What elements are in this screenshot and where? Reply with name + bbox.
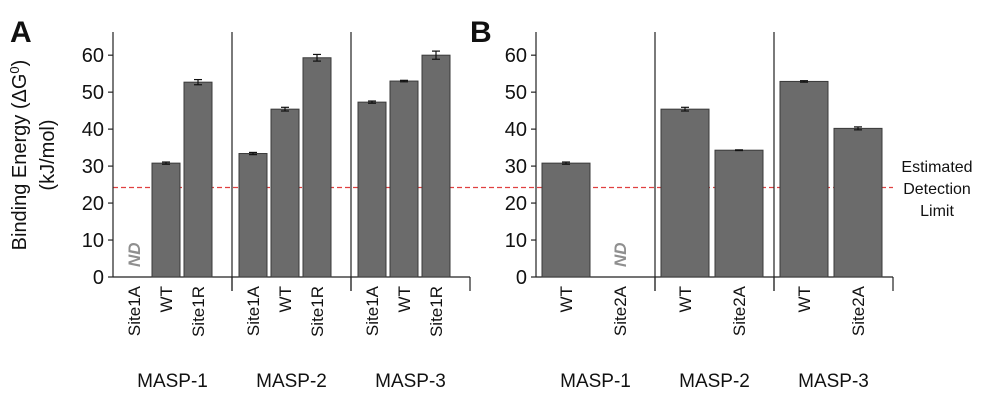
not-detected-label: ND bbox=[611, 242, 630, 267]
category-label: Site1R bbox=[427, 286, 446, 337]
group-label: MASP-2 bbox=[256, 371, 327, 392]
y-tick-label: 10 bbox=[82, 230, 104, 252]
category-label: WT bbox=[795, 286, 814, 312]
bar-masp-3-wt bbox=[389, 80, 419, 278]
category-label: Site2A bbox=[730, 285, 749, 336]
group-label: MASP-3 bbox=[798, 371, 869, 392]
category-label: Site1A bbox=[244, 285, 263, 336]
detection-limit-label: Detection bbox=[903, 181, 971, 198]
category-label: Site2A bbox=[849, 285, 868, 336]
y-tick-label: 20 bbox=[82, 193, 104, 215]
y-tick-label: 50 bbox=[82, 82, 104, 104]
y-tick-label: 50 bbox=[505, 82, 527, 104]
bar-masp-1-wt bbox=[151, 162, 181, 278]
y-tick-label: 60 bbox=[82, 45, 104, 67]
y-tick-label: 0 bbox=[93, 267, 104, 289]
y-tick-label: 10 bbox=[505, 230, 527, 252]
y-tick-label: 40 bbox=[505, 119, 527, 141]
y-tick-label: 0 bbox=[516, 267, 527, 289]
y-tick-label: 40 bbox=[82, 119, 104, 141]
y-axis-label-line2: (kJ/mol) bbox=[37, 119, 59, 190]
bar-masp-2-site1r bbox=[302, 57, 332, 278]
bar-masp-2-site2a bbox=[714, 149, 764, 278]
y-tick-label: 60 bbox=[505, 45, 527, 67]
bar-masp-3-site2a bbox=[833, 127, 883, 278]
not-detected-label: ND bbox=[125, 242, 144, 267]
panel-a: A 0 10 20 30 40 50 60 ND Site1A WT Site1R MASP-1 Site… bbox=[7, 16, 471, 392]
y-tick-label: 30 bbox=[82, 156, 104, 178]
category-label: WT bbox=[395, 286, 414, 312]
group-label: MASP-1 bbox=[137, 371, 208, 392]
group-label: MASP-3 bbox=[375, 371, 446, 392]
panel-b: B 0 10 20 30 40 50 60 WT ND Site2A MASP-1 WT Site2A MA… bbox=[470, 16, 894, 392]
category-label: Site1R bbox=[189, 286, 208, 337]
bar-masp-1-wt bbox=[541, 162, 591, 278]
group-label: MASP-2 bbox=[679, 371, 750, 392]
panel-label-a: A bbox=[10, 16, 32, 49]
y-tick-label: 30 bbox=[505, 156, 527, 178]
y-tick-label: 20 bbox=[505, 193, 527, 215]
bar-masp-2-wt bbox=[270, 108, 300, 278]
bar-masp-1-site1r bbox=[183, 81, 213, 278]
category-label: Site1R bbox=[308, 286, 327, 337]
bar-masp-2-wt bbox=[660, 108, 710, 278]
group-label: MASP-1 bbox=[560, 371, 631, 392]
category-label: WT bbox=[276, 286, 295, 312]
category-label: Site1A bbox=[363, 285, 382, 336]
panel-label-b: B bbox=[470, 16, 492, 49]
y-axis-label-line1: Binding Energy (ΔG0) bbox=[7, 60, 32, 251]
detection-limit-label: Estimated bbox=[901, 159, 972, 176]
bar-masp-3-wt bbox=[779, 80, 829, 278]
bar-masp-3-site1r bbox=[421, 54, 451, 278]
bar-masp-3-site1a bbox=[357, 101, 387, 278]
category-label: WT bbox=[557, 286, 576, 312]
category-label: Site2A bbox=[611, 285, 630, 336]
category-label: WT bbox=[676, 286, 695, 312]
detection-limit-label: Limit bbox=[920, 203, 954, 220]
bar-masp-2-site1a bbox=[238, 153, 268, 278]
category-label: WT bbox=[157, 286, 176, 312]
category-label: Site1A bbox=[125, 285, 144, 336]
